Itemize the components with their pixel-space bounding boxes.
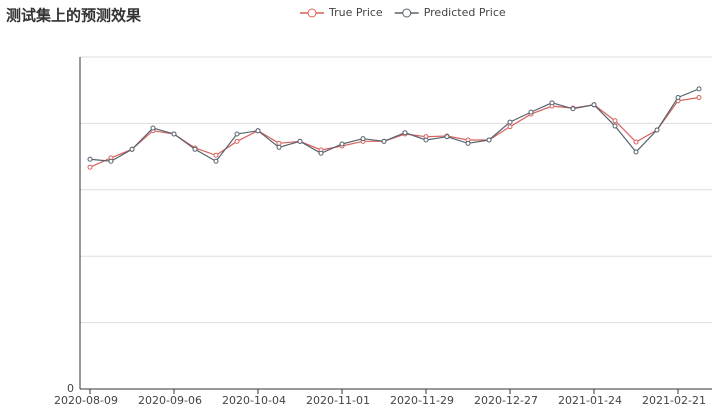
point: [402, 130, 408, 136]
point: [129, 146, 135, 152]
point: [318, 150, 324, 156]
series-line: [89, 88, 700, 163]
y-tick-label: 0: [67, 382, 74, 395]
point: [234, 138, 240, 144]
point: [87, 156, 93, 162]
point: [612, 123, 618, 129]
legend-icon: [307, 8, 317, 18]
x-tick-label: 2020-12-27: [474, 394, 538, 407]
point: [87, 164, 93, 170]
point: [360, 136, 366, 142]
point: [528, 109, 534, 115]
x-tick-label: 2020-10-04: [222, 394, 286, 407]
point: [192, 146, 198, 152]
point: [213, 158, 219, 164]
point: [633, 139, 639, 145]
legend-label: True Price: [328, 6, 383, 19]
x-tick-label: 2020-09-06: [138, 394, 202, 407]
legend-icon: [402, 8, 412, 18]
point: [444, 134, 450, 140]
point: [150, 125, 156, 131]
x-tick-label: 2021-01-24: [558, 394, 622, 407]
point: [423, 137, 429, 143]
point: [486, 137, 492, 143]
point: [297, 138, 303, 144]
x-tick-label: 2020-08-09: [54, 394, 118, 407]
x-tick-label: 2021-02-21: [642, 394, 706, 407]
point: [507, 124, 513, 130]
point: [171, 131, 177, 137]
point: [570, 106, 576, 112]
point: [381, 138, 387, 144]
point: [234, 131, 240, 137]
point: [339, 141, 345, 147]
point: [276, 144, 282, 150]
point: [696, 95, 702, 101]
point: [633, 149, 639, 155]
point: [696, 86, 702, 92]
point: [549, 100, 555, 106]
chart-title: 测试集上的预测效果: [6, 7, 142, 25]
point: [507, 119, 513, 125]
point: [675, 95, 681, 101]
point: [276, 140, 282, 146]
point: [591, 102, 597, 108]
legend-label: Predicted Price: [424, 6, 506, 19]
point: [213, 152, 219, 158]
point: [612, 118, 618, 124]
point: [108, 158, 114, 164]
point: [654, 127, 660, 133]
point: [465, 140, 471, 146]
x-tick-label: 2020-11-29: [390, 394, 454, 407]
series-line: [89, 96, 700, 168]
x-tick-label: 2020-11-01: [306, 394, 370, 407]
point: [255, 128, 261, 134]
